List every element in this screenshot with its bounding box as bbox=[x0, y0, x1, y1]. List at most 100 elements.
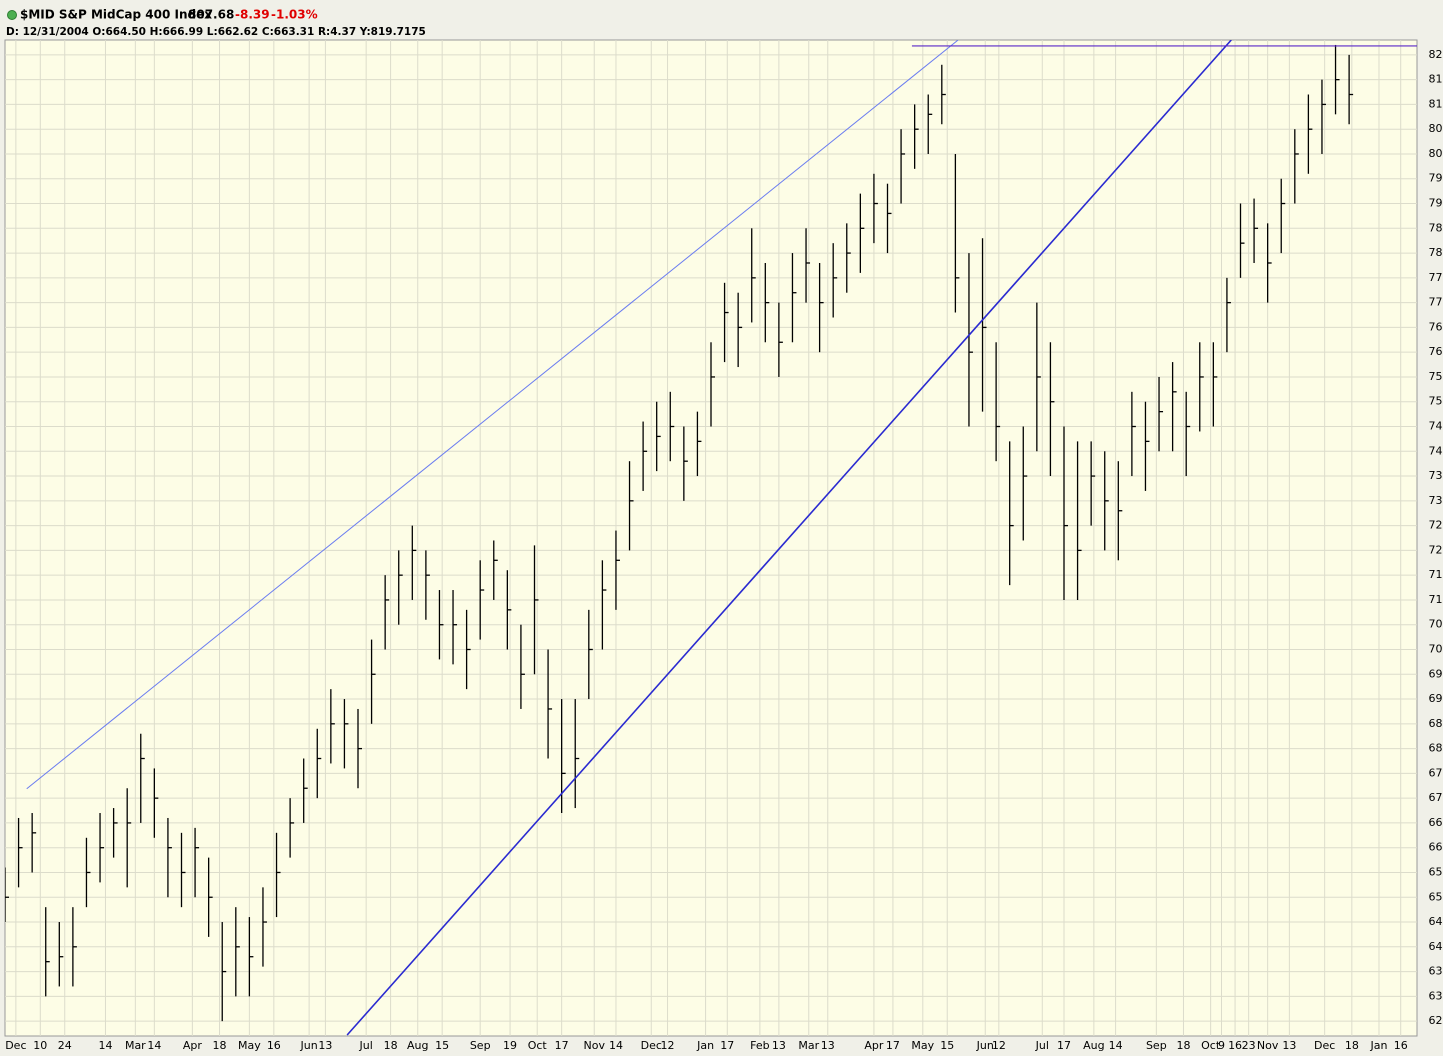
x-tick-label: Apr bbox=[183, 1039, 203, 1052]
y-tick-label: 635 bbox=[1429, 965, 1443, 978]
y-tick-label: 750 bbox=[1429, 395, 1443, 408]
y-tick-label: 670 bbox=[1429, 791, 1443, 804]
y-tick-label: 810 bbox=[1429, 97, 1443, 110]
x-tick-label: 18 bbox=[1345, 1039, 1359, 1052]
y-tick-label: 630 bbox=[1429, 989, 1443, 1002]
x-tick-label: 14 bbox=[147, 1039, 161, 1052]
x-tick-label: Mar bbox=[798, 1039, 819, 1052]
y-tick-label: 780 bbox=[1429, 246, 1443, 259]
x-tick-label: 23 bbox=[1242, 1039, 1256, 1052]
x-tick-label: Nov bbox=[1257, 1039, 1279, 1052]
y-tick-label: 800 bbox=[1429, 147, 1443, 160]
x-tick-label: Jul bbox=[359, 1039, 373, 1052]
trend-line bbox=[346, 40, 1232, 1036]
x-tick-label: 17 bbox=[720, 1039, 734, 1052]
x-tick-label: Dec bbox=[5, 1039, 26, 1052]
x-tick-label: Jan bbox=[1370, 1039, 1388, 1052]
x-tick-label: 18 bbox=[384, 1039, 398, 1052]
x-tick-label: 10 bbox=[33, 1039, 47, 1052]
y-tick-label: 655 bbox=[1429, 865, 1443, 878]
y-tick-label: 765 bbox=[1429, 320, 1443, 333]
y-tick-label: 675 bbox=[1429, 766, 1443, 779]
y-tick-label: 730 bbox=[1429, 494, 1443, 507]
x-tick-label: Aug bbox=[407, 1039, 428, 1052]
x-tick-label: 16 bbox=[1228, 1039, 1242, 1052]
x-tick-label: Jun bbox=[976, 1039, 994, 1052]
x-tick-label: 14 bbox=[609, 1039, 623, 1052]
y-tick-label: 695 bbox=[1429, 667, 1443, 680]
change-percent: -1.03% bbox=[271, 8, 318, 22]
plot-area bbox=[4, 39, 1418, 1037]
chart-title: $MID S&P MidCap 400 Index bbox=[20, 8, 212, 22]
y-tick-label: 775 bbox=[1429, 271, 1443, 284]
x-tick-label: Aug bbox=[1083, 1039, 1104, 1052]
x-tick-label: Feb bbox=[750, 1039, 769, 1052]
y-tick-label: 820 bbox=[1429, 48, 1443, 61]
x-tick-label: Dec bbox=[641, 1039, 662, 1052]
x-tick-label: 13 bbox=[318, 1039, 332, 1052]
x-tick-label: Apr bbox=[864, 1039, 884, 1052]
y-tick-label: 665 bbox=[1429, 816, 1443, 829]
y-tick-label: 815 bbox=[1429, 73, 1443, 86]
x-tick-label: Dec bbox=[1314, 1039, 1335, 1052]
y-tick-label: 805 bbox=[1429, 122, 1443, 135]
x-tick-label: Nov bbox=[584, 1039, 606, 1052]
x-tick-label: 17 bbox=[886, 1039, 900, 1052]
x-tick-label: 12 bbox=[661, 1039, 675, 1052]
y-tick-label: 770 bbox=[1429, 296, 1443, 309]
y-tick-label: 725 bbox=[1429, 519, 1443, 532]
x-tick-label: 15 bbox=[435, 1039, 449, 1052]
y-tick-label: 680 bbox=[1429, 742, 1443, 755]
x-tick-label: 16 bbox=[267, 1039, 281, 1052]
x-tick-label: Oct bbox=[1201, 1039, 1221, 1052]
x-tick-label: 24 bbox=[58, 1039, 72, 1052]
plot bbox=[5, 40, 1417, 1036]
x-tick-label: Oct bbox=[528, 1039, 548, 1052]
x-tick-label: 18 bbox=[1176, 1039, 1190, 1052]
grid bbox=[5, 40, 1417, 1036]
x-tick-label: 17 bbox=[555, 1039, 569, 1052]
y-tick-label: 690 bbox=[1429, 692, 1443, 705]
y-tick-label: 685 bbox=[1429, 717, 1443, 730]
y-tick-label: 625 bbox=[1429, 1014, 1443, 1027]
y-tick-label: 645 bbox=[1429, 915, 1443, 928]
y-tick-label: 795 bbox=[1429, 172, 1443, 185]
status-icon bbox=[7, 10, 17, 20]
y-tick-label: 740 bbox=[1429, 444, 1443, 457]
x-tick-label: Jun bbox=[300, 1039, 318, 1052]
y-tick-label: 715 bbox=[1429, 568, 1443, 581]
y-tick-label: 755 bbox=[1429, 370, 1443, 383]
y-tick-label: 735 bbox=[1429, 469, 1443, 482]
y-tick-label: 785 bbox=[1429, 221, 1443, 234]
x-tick-label: 16 bbox=[1394, 1039, 1408, 1052]
trend-line bbox=[26, 40, 959, 790]
y-tick-label: 650 bbox=[1429, 890, 1443, 903]
change: -8.39 bbox=[235, 8, 270, 22]
x-tick-label: Jul bbox=[1035, 1039, 1049, 1052]
y-tick-label: 710 bbox=[1429, 593, 1443, 606]
x-tick-label: 13 bbox=[1282, 1039, 1296, 1052]
x-tick-label: May bbox=[238, 1039, 261, 1052]
x-tick-label: 12 bbox=[992, 1039, 1006, 1052]
x-tick-label: Sep bbox=[1146, 1039, 1167, 1052]
y-tick-label: 760 bbox=[1429, 345, 1443, 358]
x-tick-label: 14 bbox=[98, 1039, 112, 1052]
x-tick-label: 15 bbox=[940, 1039, 954, 1052]
y-tick-label: 720 bbox=[1429, 543, 1443, 556]
x-tick-label: Sep bbox=[470, 1039, 491, 1052]
last-price: 807.68 bbox=[188, 8, 234, 22]
y-tick-label: 790 bbox=[1429, 197, 1443, 210]
x-tick-label: 14 bbox=[1109, 1039, 1123, 1052]
x-tick-label: 19 bbox=[503, 1039, 517, 1052]
y-tick-label: 705 bbox=[1429, 618, 1443, 631]
x-tick-label: 18 bbox=[213, 1039, 227, 1052]
x-tick-label: 13 bbox=[772, 1039, 786, 1052]
y-tick-label: 660 bbox=[1429, 841, 1443, 854]
x-tick-label: Mar bbox=[125, 1039, 146, 1052]
chart-subtitle: D: 12/31/2004 O:664.50 H:666.99 L:662.62… bbox=[6, 26, 426, 38]
y-tick-label: 745 bbox=[1429, 420, 1443, 433]
y-tick-label: 700 bbox=[1429, 642, 1443, 655]
x-tick-label: 17 bbox=[1057, 1039, 1071, 1052]
x-tick-label: 13 bbox=[821, 1039, 835, 1052]
